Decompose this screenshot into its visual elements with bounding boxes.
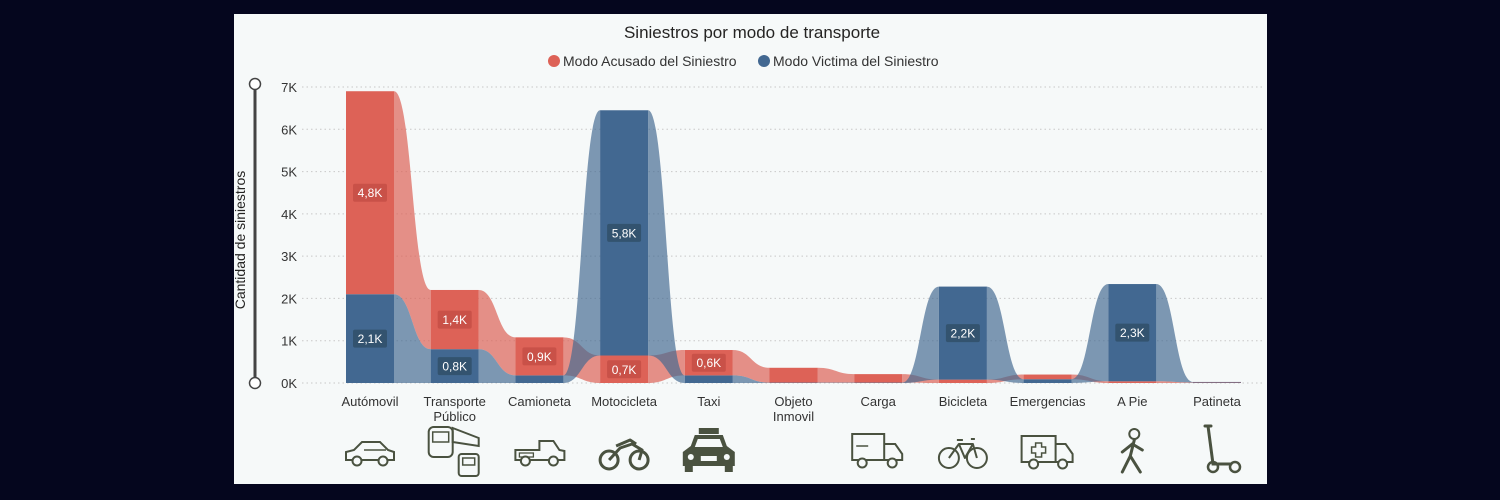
ribbon-modo-victima-del-siniestro-1 [478, 349, 516, 383]
x-tick-label-objeto-inmovil: Objeto Inmovil [773, 394, 814, 424]
bar-modo-acusado-del-siniestro-bicicleta[interactable] [938, 379, 987, 383]
data-label-text: 0,9K [527, 350, 552, 364]
data-label-text: 1,4K [442, 313, 467, 327]
ambulance-icon [1020, 435, 1074, 470]
bar-modo-victima-del-siniestro-emergencias[interactable] [1023, 379, 1072, 383]
y-tick-label: 1K [281, 334, 297, 349]
data-label-text: 2,1K [358, 332, 383, 346]
data-label-bg [691, 353, 726, 372]
taxi-icon [682, 428, 735, 472]
data-label-text: 5,8K [612, 226, 637, 240]
x-tick-label-motocicleta: Motocicleta [591, 394, 658, 409]
data-label: 0,7K [607, 360, 642, 379]
x-tick-label-automovil: Autómovil [341, 394, 398, 409]
y-tick-label: 2K [281, 291, 297, 306]
data-label: 0,9K [522, 347, 557, 366]
zoom-slider-bottom-handle[interactable] [248, 376, 262, 390]
data-label-text: 4,8K [358, 186, 383, 200]
data-label-bg [1115, 323, 1150, 342]
data-label: 0,8K [437, 357, 472, 376]
y-axis-label: Cantidad de siniestros [234, 171, 248, 310]
ribbon-modo-victima-del-siniestro-8 [1071, 284, 1109, 383]
x-tick-label-carga: Carga [860, 394, 896, 409]
y-tick-label: 0K [281, 376, 297, 391]
data-label-bg [437, 357, 472, 376]
data-label-bg [353, 183, 387, 202]
bar-modo-acusado-del-siniestro-a-pie[interactable] [1108, 381, 1157, 383]
legend-swatch-acusado [548, 55, 560, 67]
legend-label-victima[interactable]: Modo Victima del Siniestro [773, 53, 939, 69]
data-label-bg [522, 347, 557, 366]
y-tick-label: 4K [281, 207, 297, 222]
zoom-slider[interactable] [248, 77, 262, 390]
bar-modo-acusado-del-siniestro-emergencias[interactable] [1023, 374, 1072, 380]
data-label-bg [353, 329, 387, 348]
ribbon-modo-acusado-del-siniestro-9 [1156, 381, 1193, 383]
data-label-text: 2,2K [951, 327, 976, 341]
scooter-icon [1203, 424, 1242, 474]
public-transport-icon [427, 426, 480, 477]
data-label: 5,8K [607, 223, 642, 242]
data-label-bg [945, 324, 980, 343]
ribbon-chart: Siniestros por modo de transporte Modo A… [234, 23, 1264, 477]
legend-label-acusado[interactable]: Modo Acusado del Siniestro [563, 53, 737, 69]
ribbon-modo-acusado-del-siniestro-5 [817, 367, 855, 383]
bar-modo-victima-del-siniestro-camioneta[interactable] [515, 375, 564, 383]
data-label: 2,2K [945, 324, 980, 343]
data-label: 2,1K [353, 329, 387, 348]
ribbon-modo-victima-del-siniestro-2 [563, 110, 601, 383]
zoom-slider-top-handle[interactable] [248, 77, 262, 91]
pedestrian-icon [1120, 428, 1144, 474]
ribbon-modo-victima-del-siniestro-0 [394, 294, 431, 383]
ribbon-modo-acusado-del-siniestro-4 [732, 350, 770, 383]
data-label-bg [607, 223, 642, 242]
chart-panel: Siniestros por modo de transporte Modo A… [234, 14, 1267, 484]
ribbons [394, 91, 1193, 383]
data-labels: 4,8K 2,1K 1,4K 0,8K 0,9K 5,8K 0,7K 0,6K 2,2K 2,3K [353, 183, 1150, 379]
x-tick-label-camioneta: Camioneta [508, 394, 572, 409]
data-label-text: 2,3K [1120, 326, 1145, 340]
x-tick-label-a-pie: A Pie [1117, 394, 1147, 409]
legend-swatch-victima [758, 55, 770, 67]
pickup-truck-icon [514, 440, 566, 467]
bar-modo-acusado-del-siniestro-carga[interactable] [854, 374, 903, 383]
chart-title: Siniestros por modo de transporte [624, 23, 880, 42]
data-label-bg [437, 310, 472, 329]
data-label-text: 0,7K [612, 363, 637, 377]
ribbon-modo-acusado-del-siniestro-0 [394, 91, 431, 350]
ribbon-modo-victima-del-siniestro-4 [732, 375, 770, 383]
car-icon [345, 441, 395, 467]
data-label: 0,6K [691, 353, 726, 372]
x-tick-label-bicicleta: Bicicleta [939, 394, 988, 409]
motorcycle-icon [598, 438, 650, 471]
x-axis-labels: Autómovil Transporte Público Camioneta Motoc… [341, 394, 1241, 424]
cargo-truck-icon [851, 433, 904, 469]
ribbon-modo-victima-del-siniestro-3 [648, 110, 685, 383]
y-axis-ticks: 0K 1K 2K 3K 4K 5K 6K 7K [281, 80, 297, 391]
x-tick-label-transporte-publico: Transporte Público [424, 394, 486, 424]
x-tick-label-patineta: Patineta [1193, 394, 1241, 409]
bicycle-icon [937, 438, 988, 469]
bar-modo-victima-del-siniestro-patineta[interactable] [1193, 381, 1241, 383]
legend: Modo Acusado del Siniestro Modo Victima … [548, 53, 939, 69]
data-label: 4,8K [353, 183, 387, 202]
data-label-text: 0,8K [442, 360, 467, 374]
y-tick-label: 7K [281, 80, 297, 95]
bar-modo-acusado-del-siniestro-objeto-inmovil[interactable] [769, 367, 818, 383]
bar-modo-victima-del-siniestro-taxi[interactable] [684, 375, 733, 383]
ribbon-modo-acusado-del-siniestro-1 [478, 289, 516, 376]
y-tick-label: 5K [281, 165, 297, 180]
x-tick-label-taxi: Taxi [697, 394, 720, 409]
ribbon-modo-victima-del-siniestro-6 [902, 286, 939, 383]
category-icons [345, 424, 1242, 477]
ribbon-modo-victima-del-siniestro-7 [986, 286, 1024, 383]
data-label-text: 0,6K [696, 356, 721, 370]
data-label: 2,3K [1115, 323, 1150, 342]
data-label-bg [607, 360, 642, 379]
data-label: 1,4K [437, 310, 472, 329]
y-tick-label: 3K [281, 249, 297, 264]
ribbon-modo-victima-del-siniestro-9 [1156, 284, 1193, 383]
y-tick-label: 6K [281, 122, 297, 137]
x-tick-label-emergencias: Emergencias [1010, 394, 1086, 409]
